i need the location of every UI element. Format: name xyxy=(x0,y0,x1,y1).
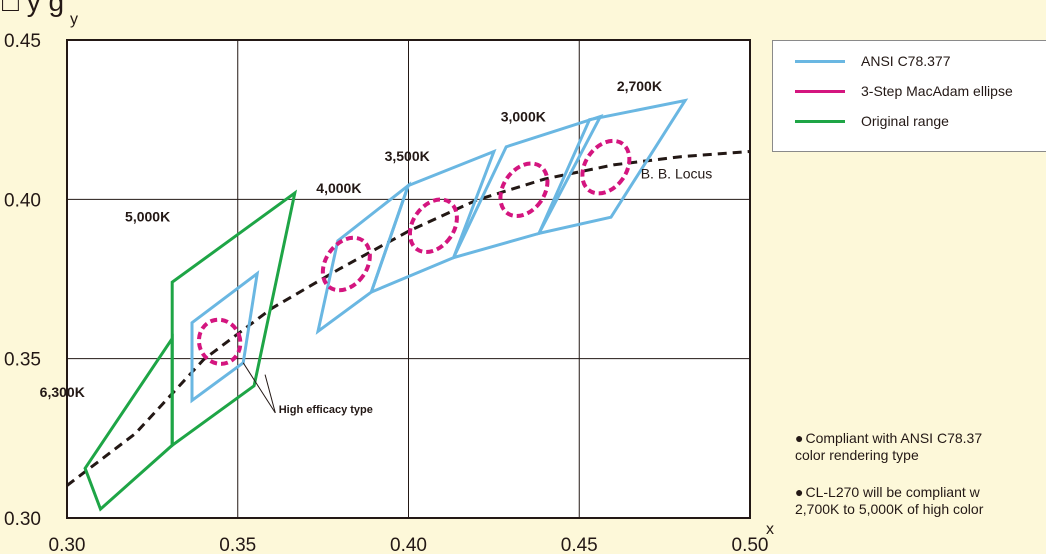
y-tick-label: 0.35 xyxy=(4,350,41,371)
x-tick-label: 0.35 xyxy=(219,535,256,554)
pointer-line-a xyxy=(242,362,276,414)
note-1-line-a: Compliant with ANSI C78.37 xyxy=(805,430,983,446)
legend-item-macadam: 3-Step MacAdam ellipse xyxy=(795,83,1013,99)
legend-item-original: Original range xyxy=(795,113,949,129)
y-tick-label: 0.40 xyxy=(4,190,41,211)
annotation-high-efficacy-type: High efficacy type xyxy=(279,404,373,416)
legend-item-ansi: ANSI C78.377 xyxy=(795,53,951,69)
annotation-2-700k: 2,700K xyxy=(617,78,662,94)
annotation-b-b-locus: B. B. Locus xyxy=(641,166,713,182)
legend-swatch-macadam xyxy=(795,89,845,93)
note-1: ● Compliant with ANSI C78.37 color render… xyxy=(795,430,982,464)
annotation-4-000k: 4,000K xyxy=(316,180,361,196)
y-tick-label: 0.45 xyxy=(4,31,41,52)
quad-ansi-5000K xyxy=(190,270,260,404)
quad-ansi-3500K xyxy=(368,148,497,295)
ellipse-macadam-5000K xyxy=(196,317,243,366)
legend-label-ansi: ANSI C78.377 xyxy=(861,53,951,69)
quad-ansi-2700K xyxy=(536,98,689,236)
y-axis-label: y xyxy=(70,11,78,28)
header-title-fragment: □ y g xyxy=(2,0,65,17)
ellipse-macadam-3000K xyxy=(498,161,550,219)
pointer-line-b xyxy=(264,374,276,413)
legend: ANSI C78.377 3-Step MacAdam ellipse Orig… xyxy=(772,40,1046,152)
x-tick-label: 0.40 xyxy=(390,535,427,554)
legend-swatch-original xyxy=(795,119,845,123)
x-axis-label: x xyxy=(766,521,774,538)
x-tick-label: 0.30 xyxy=(49,535,86,554)
note-2-line-b: 2,700K to 5,000K of high color xyxy=(795,501,984,517)
annotation-3-000k: 3,000K xyxy=(501,108,546,124)
note-2-bullet: ● xyxy=(795,484,804,500)
plot-frame xyxy=(66,39,751,519)
x-tick-label: 0.45 xyxy=(561,535,598,554)
ellipse-macadam-4000K xyxy=(320,235,372,293)
y-tick-label: 0.30 xyxy=(4,509,41,530)
legend-label-macadam: 3-Step MacAdam ellipse xyxy=(861,83,1013,99)
note-2: ● CL-L270 will be compliant w 2,700K to 5… xyxy=(795,484,983,518)
note-1-bullet: ● xyxy=(795,430,804,446)
quad-original-5000K xyxy=(170,189,298,449)
annotation-3-500k: 3,500K xyxy=(385,148,430,164)
x-tick-label: 0.50 xyxy=(732,535,769,554)
legend-label-original: Original range xyxy=(861,113,949,129)
legend-swatch-ansi xyxy=(795,59,845,63)
ellipse-macadam-2700K xyxy=(580,138,632,196)
annotation-6-300k: 6,300K xyxy=(40,384,85,400)
ellipse-macadam-3500K xyxy=(407,197,459,255)
note-1-line-b: color rendering type xyxy=(795,447,919,463)
note-2-line-a: CL-L270 will be compliant w xyxy=(805,484,980,500)
annotation-5-000k: 5,000K xyxy=(125,209,170,225)
